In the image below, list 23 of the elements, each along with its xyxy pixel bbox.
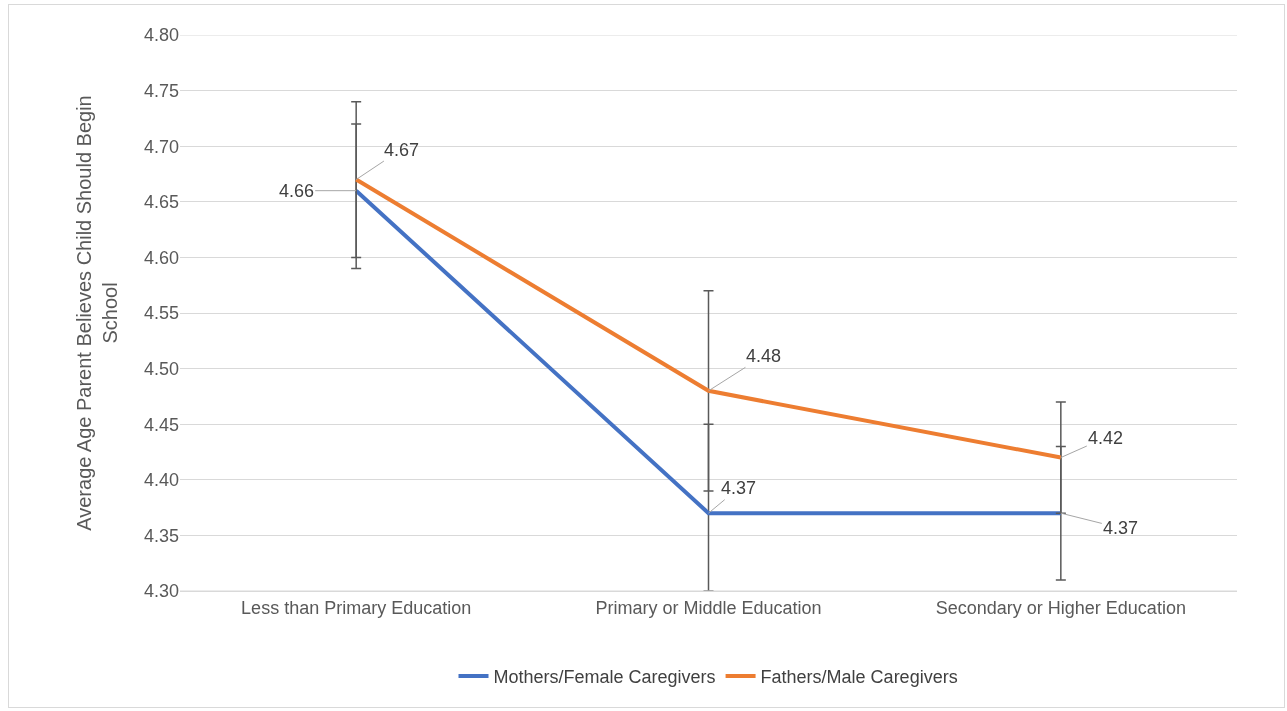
y-tick-label: 4.30 [143, 581, 179, 602]
y-tick-label: 4.75 [143, 80, 179, 101]
y-tick-label: 4.55 [143, 303, 179, 324]
x-tick-label: Less than Primary Education [241, 597, 472, 618]
y-tick-label: 4.35 [143, 525, 179, 546]
y-axis-title: Average Age Parent Believes Child Should Begin School [73, 95, 122, 531]
y-tick-label: 4.65 [143, 192, 179, 213]
data-label: 4.66 [279, 181, 315, 201]
legend-label: Fathers/Male Caregivers [760, 666, 958, 687]
y-tick-label: 4.60 [143, 247, 179, 268]
data-label: 4.42 [1088, 428, 1124, 448]
y-tick-label: 4.50 [143, 358, 179, 379]
data-label: 4.48 [746, 346, 782, 366]
y-tick-label: 4.45 [143, 414, 179, 435]
y-tick-label: 4.40 [143, 470, 179, 491]
data-label: 4.67 [384, 140, 420, 160]
y-tick-label: 4.80 [143, 25, 179, 46]
legend-label: Mothers/Female Caregivers [493, 666, 716, 687]
x-tick-label: Primary or Middle Education [595, 597, 822, 618]
data-label: 4.37 [1103, 518, 1139, 538]
y-tick-label: 4.70 [143, 136, 179, 157]
data-label: 4.37 [721, 478, 757, 498]
x-tick-label: Secondary or Higher Education [935, 597, 1186, 618]
